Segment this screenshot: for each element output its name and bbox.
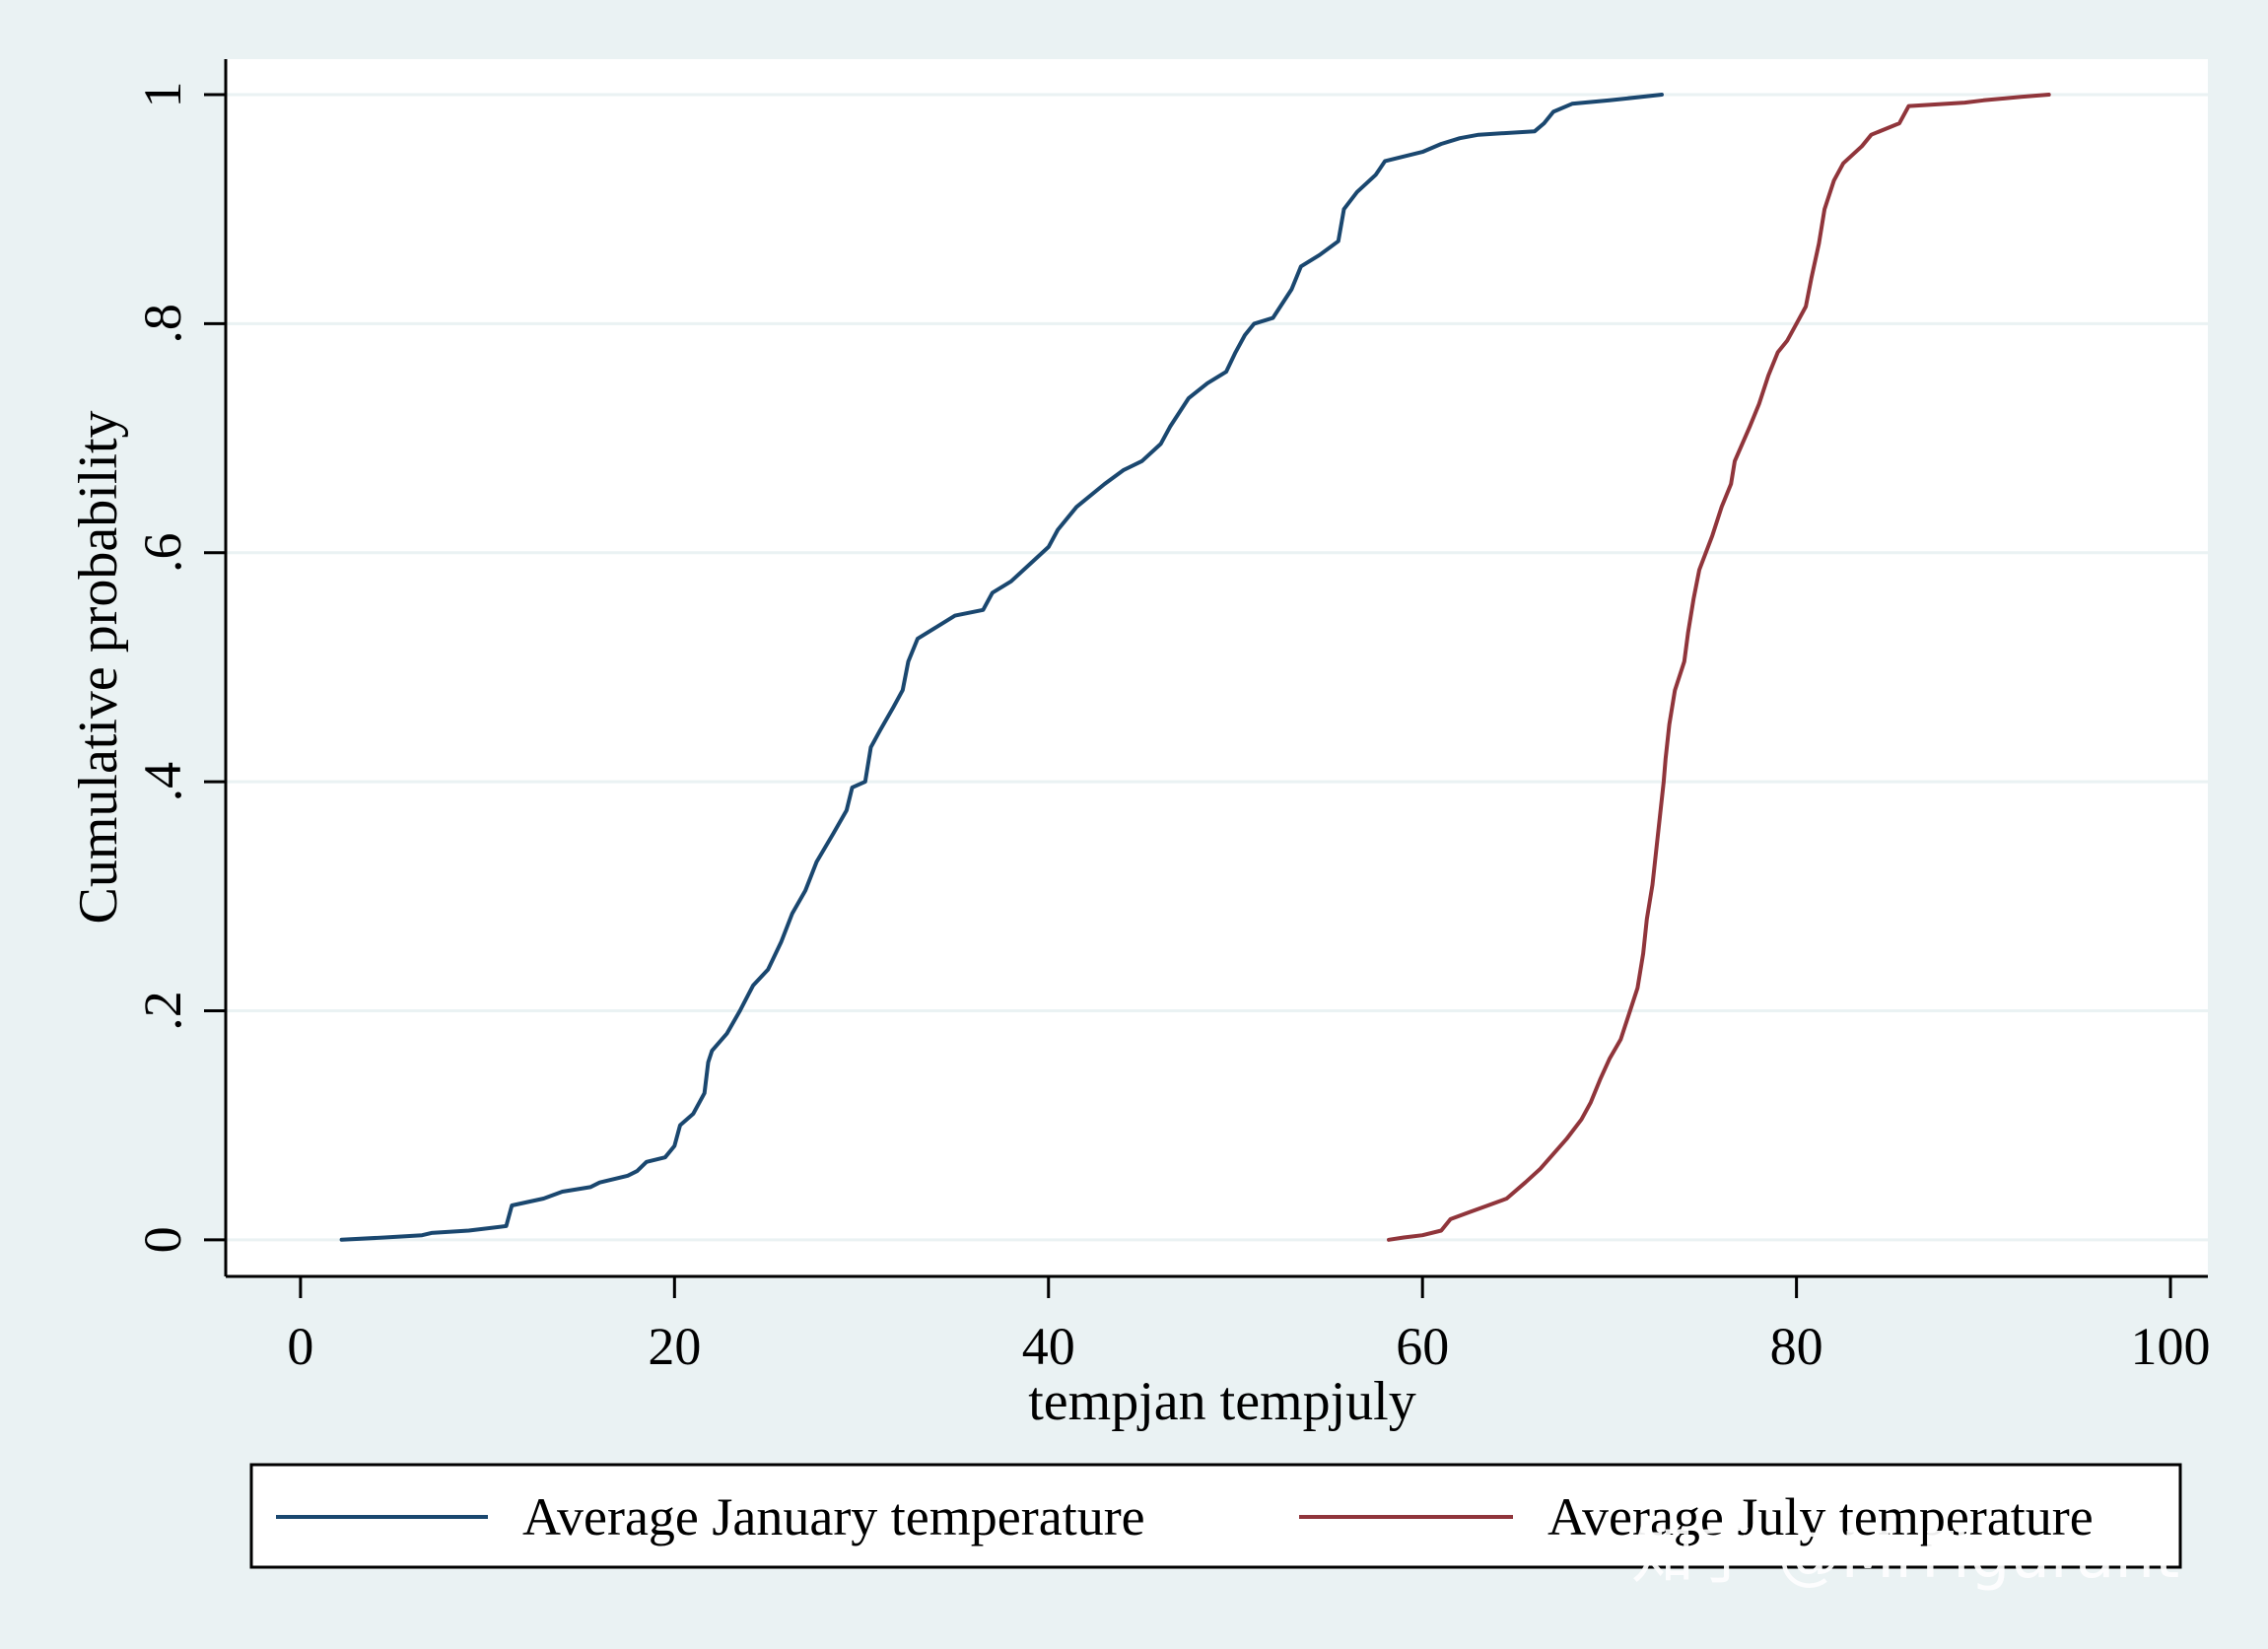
y-tick-label: .4 [133, 762, 192, 802]
x-tick-label: 100 [2131, 1317, 2211, 1376]
x-axis-title: tempjan tempjuly [1028, 1371, 1415, 1432]
series-lines [339, 93, 2051, 1242]
y-tick-label: 1 [133, 82, 192, 108]
series-line-january [339, 93, 1664, 1242]
y-axis-title: Cumulative probability [68, 410, 129, 924]
x-tick-label: 20 [648, 1317, 701, 1376]
legend-label-july: Average July temperature [1547, 1487, 2094, 1546]
legend: Average January temperature Average July… [249, 1463, 2182, 1569]
watermark: 知乎 @MrFigurant [1631, 1520, 2179, 1593]
legend-box [249, 1463, 2182, 1569]
y-tick-label: .8 [133, 304, 192, 344]
y-axis-ticks: 0 .2 .4 .6 .8 1 [133, 82, 226, 1253]
y-tick-label: 0 [133, 1226, 192, 1253]
legend-label-january: Average January temperature [522, 1487, 1145, 1546]
x-tick-label: 40 [1022, 1317, 1075, 1376]
series-line-july [1387, 93, 2051, 1242]
y-tick-label: .6 [133, 532, 192, 573]
x-tick-label: 80 [1770, 1317, 1823, 1376]
x-tick-label: 0 [287, 1317, 313, 1376]
y-tick-label: .2 [133, 991, 192, 1031]
x-axis-ticks: 0 20 40 60 80 100 [287, 1276, 2211, 1376]
plot-area [226, 59, 2208, 1276]
x-tick-label: 60 [1396, 1317, 1449, 1376]
grid-lines [226, 93, 2208, 1242]
